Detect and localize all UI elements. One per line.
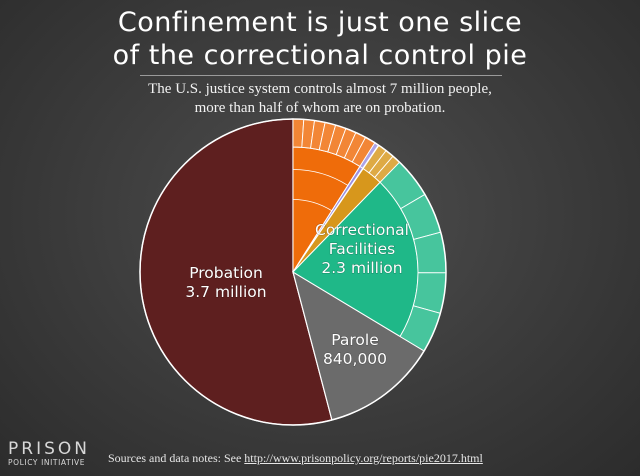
title-line-1: Confinement is just one slice	[117, 7, 523, 38]
title-line-2: of the correctional control pie	[112, 40, 528, 71]
local-jail-divider	[292, 169, 349, 186]
pie-border	[139, 118, 447, 426]
source-note: Sources and data notes: See http://www.p…	[108, 451, 483, 466]
source-prefix: Sources and data notes: See	[108, 451, 245, 465]
label-parole: Parole 840,000	[323, 331, 387, 368]
label-correctional-facilities-line: 2.3 million	[321, 259, 402, 277]
title-divider	[140, 75, 502, 76]
label-probation: Probation 3.7 million	[185, 264, 266, 301]
subtitle-line-2: more than half of whom are on probation.	[194, 100, 446, 116]
label-parole-line: 840,000	[323, 350, 387, 368]
source-link[interactable]: http://www.prisonpolicy.org/reports/pie2…	[244, 451, 483, 465]
logo-line-2: POLICY INITIATIVE	[8, 458, 86, 467]
chart-title: Confinement is just one slice of the cor…	[0, 6, 640, 72]
label-correctional-facilities-line: Correctional	[315, 221, 409, 239]
local-jail-divider	[292, 199, 333, 212]
label-correctional-facilities: Correctional Facilities 2.3 million	[315, 221, 409, 277]
chart-subtitle: The U.S. justice system controls almost …	[0, 80, 640, 118]
label-probation-line: Probation	[189, 264, 263, 282]
subtitle-line-1: The U.S. justice system controls almost …	[148, 81, 492, 97]
label-parole-line: Parole	[331, 331, 379, 349]
label-correctional-facilities-line: Facilities	[329, 240, 395, 258]
logo-line-1: PRISON	[8, 439, 90, 459]
prison-policy-logo: PRISON POLICY INITIATIVE	[8, 440, 90, 468]
label-probation-line: 3.7 million	[185, 283, 266, 301]
ring-cell-state	[413, 231, 447, 274]
